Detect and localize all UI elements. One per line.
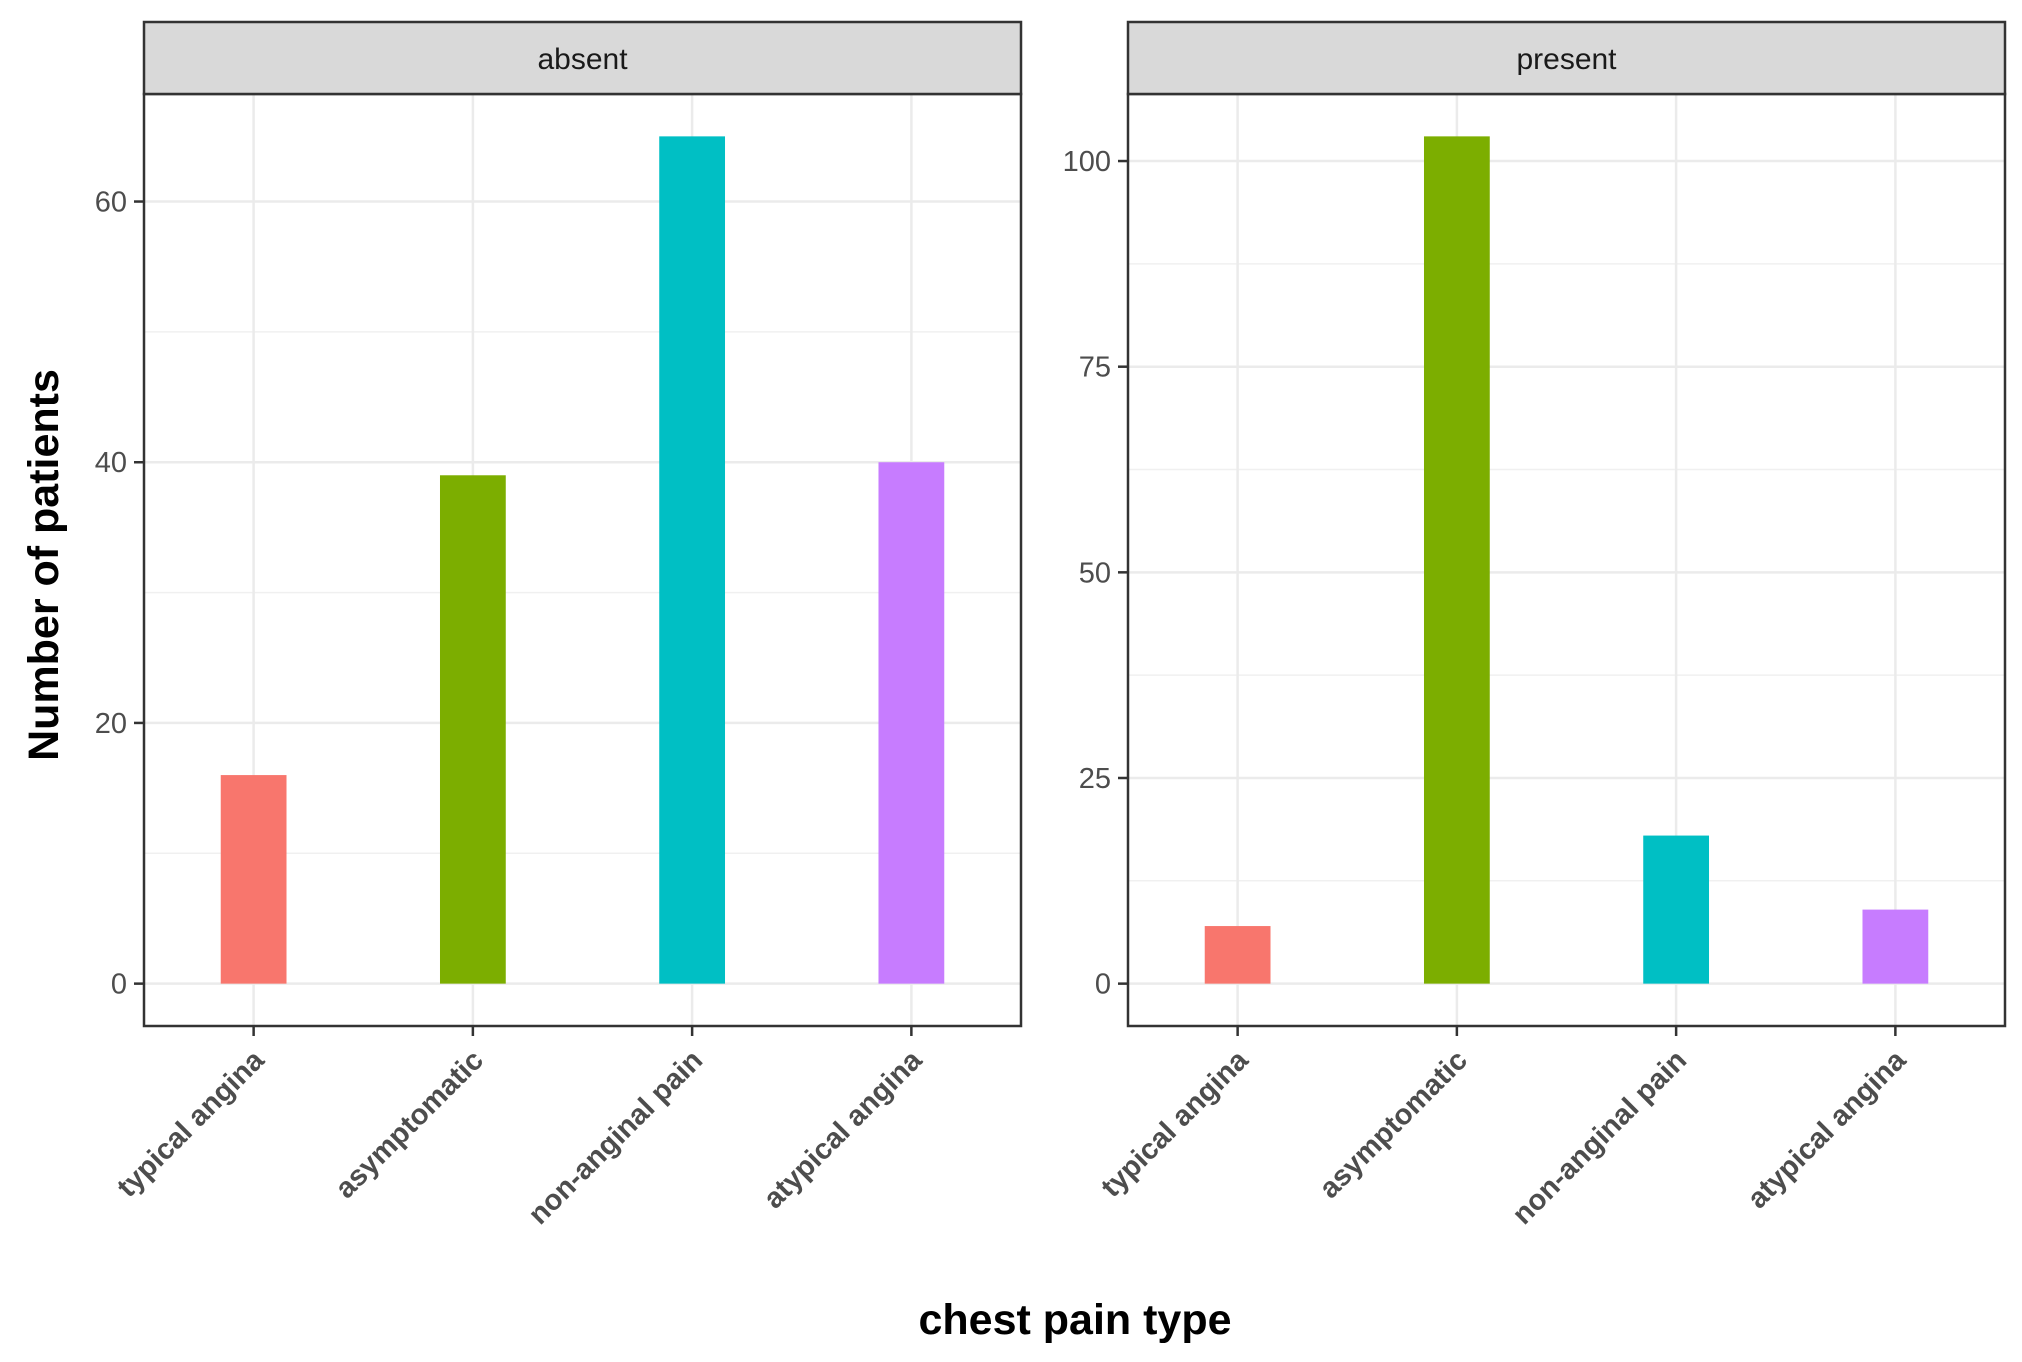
y-tick-label: 60 (95, 187, 127, 219)
panel-absent: absent 0 20 40 60 typical angina asymptomatic n… (95, 20, 1023, 1231)
y-tick-label: 20 (95, 708, 127, 740)
x-axis-title: chest pain type (918, 1296, 1231, 1344)
y-tick-label: 25 (1079, 763, 1111, 795)
bar-absent-4 (878, 462, 945, 984)
panel-present: present 0 25 50 75 100 typical angina asymptoma… (1063, 20, 2007, 1231)
x-tick-label: non-anginal pain (522, 1044, 709, 1231)
y-tick-label: 100 (1063, 146, 1111, 178)
bar-absent-1 (220, 775, 287, 984)
x-tick-label: non-anginal pain (1506, 1044, 1693, 1231)
bar-absent-3 (659, 136, 726, 984)
bar-present-2 (1423, 136, 1490, 984)
bar-present-1 (1204, 926, 1271, 984)
facet-strip-present (1126, 20, 2007, 96)
facet-label-present: present (1516, 43, 1617, 76)
x-tick-label: typical angina (1095, 1044, 1255, 1204)
x-tick-label: asymptomatic (1313, 1044, 1474, 1205)
y-tick-label: 50 (1079, 557, 1111, 589)
x-tick-label: atypical angina (1742, 1044, 1913, 1215)
x-tick-label: atypical angina (758, 1044, 929, 1215)
bar-present-3 (1643, 835, 1710, 984)
panel-background (144, 94, 1021, 1026)
y-tick-label: 75 (1079, 352, 1111, 384)
bar-absent-2 (439, 475, 506, 984)
y-tick-label: 0 (111, 969, 127, 1001)
y-axis-title: Number of patients (20, 369, 68, 761)
y-tick-label: 40 (95, 447, 127, 479)
x-tick-label: typical angina (111, 1044, 271, 1204)
bar-present-4 (1862, 909, 1929, 984)
panel-background (1128, 94, 2005, 1026)
facet-label-absent: absent (537, 43, 628, 76)
x-tick-label: asymptomatic (329, 1044, 490, 1205)
facet-strip-absent (142, 20, 1023, 96)
y-tick-label: 0 (1095, 969, 1111, 1001)
